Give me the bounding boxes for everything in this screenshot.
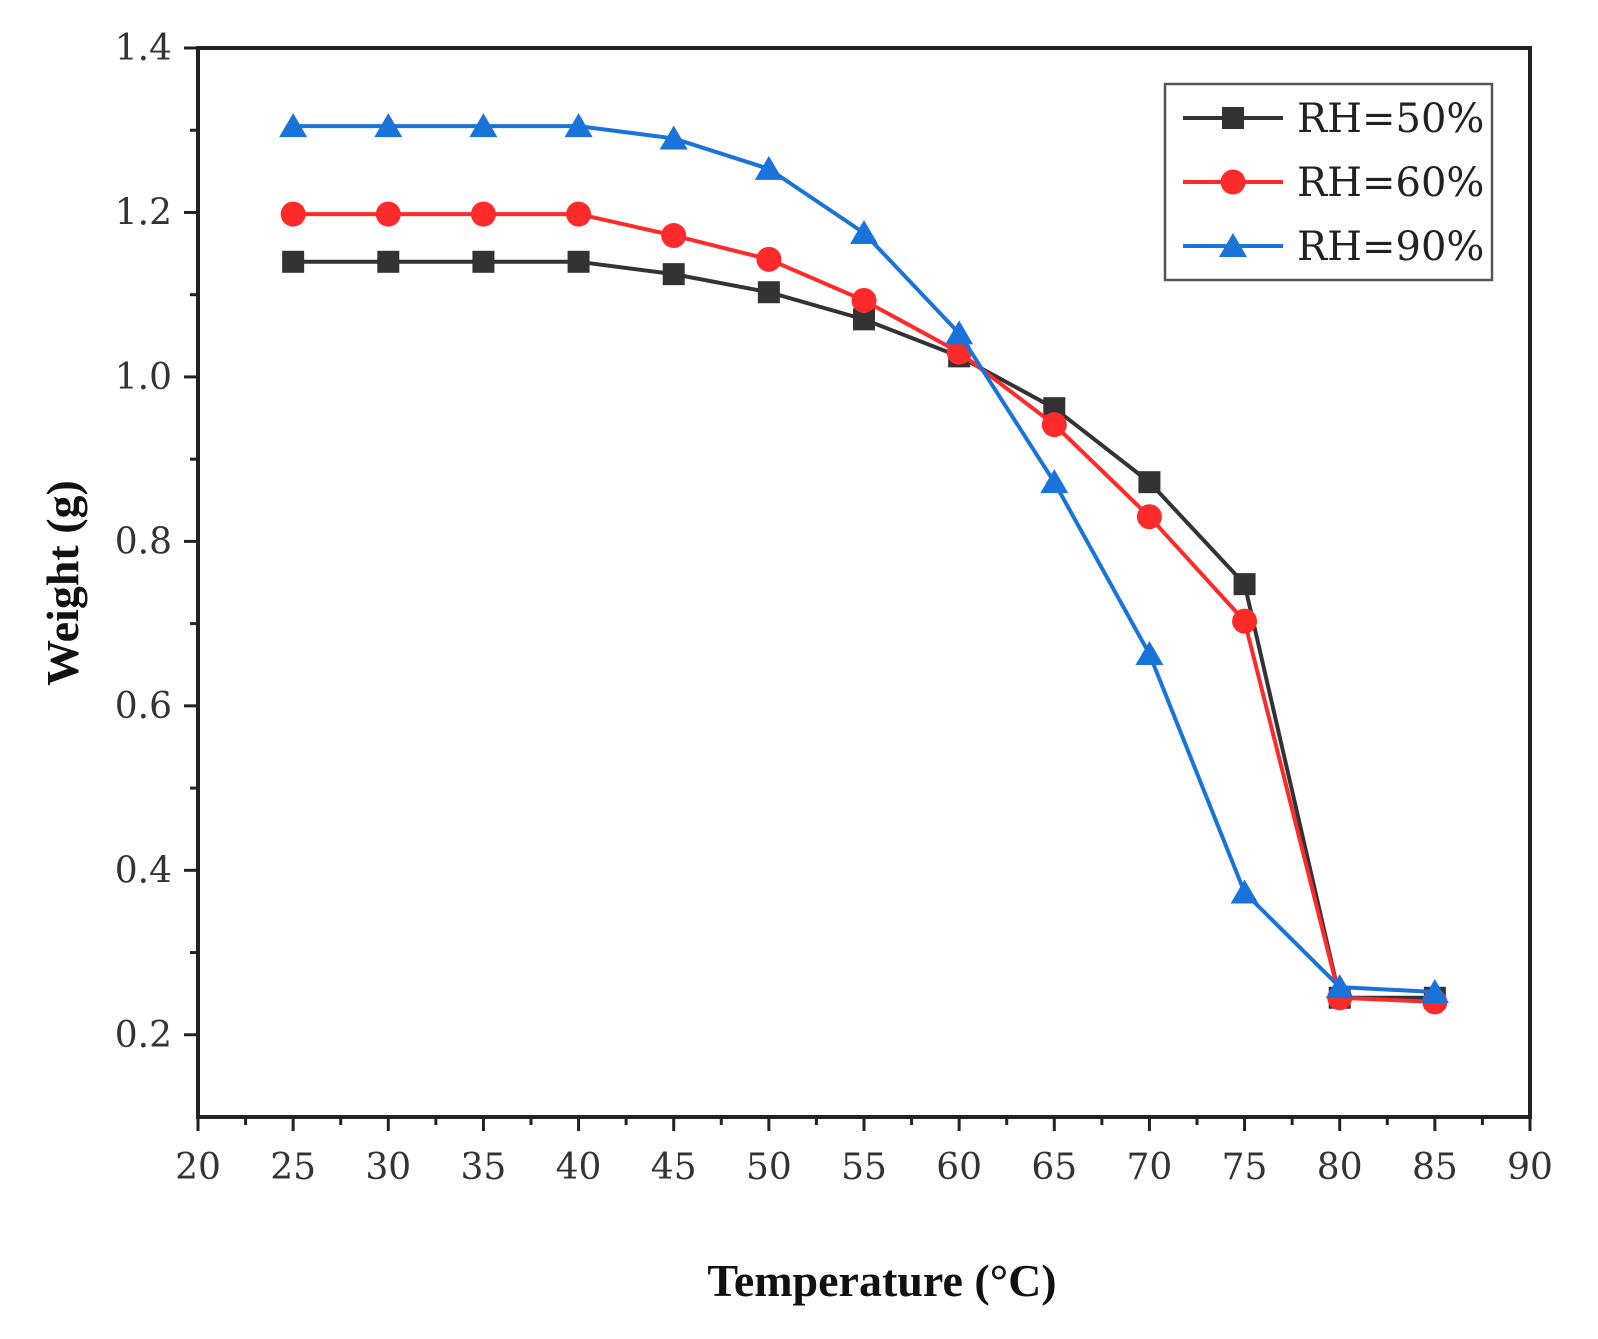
data-point-marker <box>1041 412 1067 438</box>
x-tick-label: 55 <box>841 1147 887 1188</box>
y-tick-label: 0.8 <box>115 521 172 562</box>
data-point-marker <box>1135 641 1164 666</box>
y-tick-label: 1.0 <box>115 357 172 398</box>
x-tick-label: 70 <box>1127 1147 1173 1188</box>
x-tick-label: 20 <box>175 1147 221 1188</box>
legend-label: RH=60% <box>1297 160 1484 206</box>
data-point-marker <box>661 222 687 248</box>
data-point-marker <box>564 113 593 138</box>
legend-marker <box>1222 107 1244 129</box>
y-tick-label: 1.4 <box>115 28 172 69</box>
tick-labels-group: 20 25 30 35 40 45 50 55 60 65 70 75 80 85 90 0.2 0.4 0.6 0… <box>115 28 1553 1188</box>
data-point-marker <box>375 201 401 227</box>
series-line <box>293 259 1435 1000</box>
x-tick-label: 90 <box>1507 1147 1553 1188</box>
legend: RH=50% RH=60% RH=90% <box>1163 82 1494 282</box>
data-point-marker <box>1136 504 1162 530</box>
series-rh-60- <box>280 201 1448 1015</box>
tick-marks-group <box>184 46 1532 1131</box>
x-tick-label: 75 <box>1222 1147 1268 1188</box>
data-point-marker <box>469 113 498 138</box>
data-point-marker <box>1233 573 1256 596</box>
y-axis-title: Weight (g) <box>37 480 88 686</box>
data-point-marker <box>374 113 403 138</box>
legend-item: RH=50% <box>1183 96 1484 142</box>
x-tick-label: 45 <box>651 1147 697 1188</box>
x-axis-title: Temperature (°C) <box>707 1255 1056 1306</box>
data-point-marker <box>757 281 780 304</box>
data-point-marker <box>1230 879 1259 904</box>
data-point-marker <box>472 250 495 273</box>
series-group <box>279 113 1449 1015</box>
x-tick-label: 40 <box>556 1147 602 1188</box>
data-point-marker <box>1138 471 1161 494</box>
x-tick-label: 25 <box>270 1147 316 1188</box>
data-point-marker <box>850 220 878 245</box>
data-point-marker <box>279 113 308 138</box>
legend-item: RH=90% <box>1183 224 1484 270</box>
x-tick-label: 65 <box>1031 1147 1077 1188</box>
data-point-marker <box>1040 469 1069 494</box>
data-point-marker <box>282 250 305 273</box>
x-tick-label: 80 <box>1317 1147 1363 1188</box>
legend-marker <box>1220 169 1246 195</box>
data-point-marker <box>756 246 782 272</box>
legend-marker <box>1219 233 1247 257</box>
legend-label: RH=50% <box>1297 96 1484 142</box>
y-tick-label: 0.2 <box>115 1015 172 1056</box>
x-tick-label: 60 <box>936 1147 982 1188</box>
data-point-marker <box>567 250 590 273</box>
series-rh-50- <box>282 250 1446 1009</box>
data-point-marker <box>754 155 783 180</box>
x-tick-label: 30 <box>365 1147 411 1188</box>
legend-label: RH=90% <box>1297 224 1484 270</box>
data-point-marker <box>280 201 306 227</box>
data-point-marker <box>1325 974 1354 999</box>
data-point-marker <box>853 308 875 331</box>
data-point-marker <box>851 287 877 313</box>
data-point-marker <box>659 125 688 150</box>
data-point-marker <box>566 201 592 227</box>
data-point-marker <box>1420 979 1449 1004</box>
x-tick-label: 85 <box>1412 1147 1458 1188</box>
data-point-marker <box>377 250 400 273</box>
data-point-marker <box>945 320 974 345</box>
x-tick-label: 35 <box>461 1147 507 1188</box>
series-rh-90- <box>279 113 1449 1004</box>
series-line <box>293 212 1435 1004</box>
data-point-marker <box>1232 608 1258 634</box>
y-tick-label: 0.6 <box>115 686 172 727</box>
data-point-marker <box>662 263 685 286</box>
data-point-marker <box>470 201 496 227</box>
x-tick-label: 50 <box>746 1147 792 1188</box>
legend-item: RH=60% <box>1183 160 1484 206</box>
y-tick-label: 1.2 <box>115 192 172 233</box>
y-tick-label: 0.4 <box>115 850 172 891</box>
